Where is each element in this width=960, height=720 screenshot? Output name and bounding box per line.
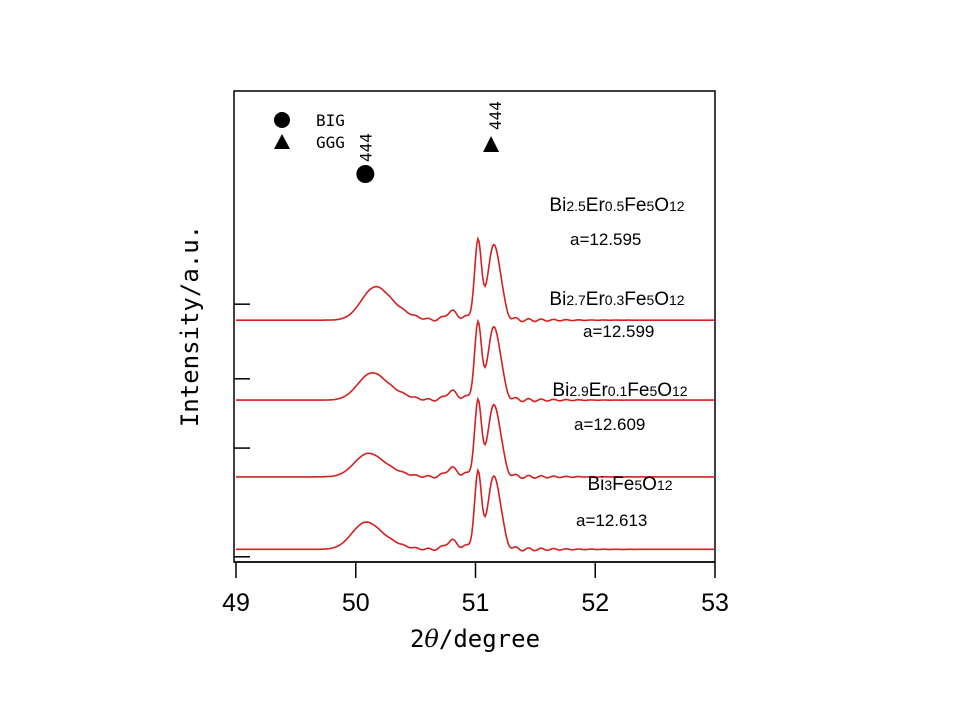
x-tick-label: 50 xyxy=(342,589,370,617)
composition-subscript: 2.9 xyxy=(569,383,589,399)
lattice-constant-label: a=12.609 xyxy=(574,415,645,434)
composition-subscript: 3 xyxy=(604,477,612,493)
lattice-constant-label: a=12.599 xyxy=(583,322,654,341)
x-tick-label: 53 xyxy=(701,589,729,617)
series-group xyxy=(236,236,715,552)
composition-label: Bi3Fe5O12 xyxy=(587,474,672,495)
series-line-4 xyxy=(236,467,715,552)
y-tick-marks xyxy=(234,303,250,558)
composition-element: Fe xyxy=(624,195,646,216)
composition-label: Bi2.7Er0.3Fe5O12 xyxy=(549,289,684,310)
composition-subscript: 0.5 xyxy=(605,198,625,214)
y-axis-title: Intensity/a.u. xyxy=(176,225,204,427)
composition-element: Er xyxy=(586,289,606,310)
legend-label: BIG xyxy=(316,111,345,130)
composition-subscript: 5 xyxy=(634,477,642,493)
peak-marker-triangle xyxy=(483,136,500,152)
composition-element: Bi xyxy=(552,380,569,401)
composition-subscript: 12 xyxy=(669,292,685,308)
x-axis-ticks: 49 50 51 52 53 xyxy=(222,562,729,617)
series-line-2 xyxy=(236,318,715,403)
composition-label: Bi2.5Er0.5Fe5O12 xyxy=(549,195,684,216)
series-line-3 xyxy=(236,396,715,480)
composition-element: O xyxy=(654,195,669,216)
legend-triangle-marker xyxy=(274,134,290,149)
composition-element: Fe xyxy=(612,474,634,495)
composition-label: Bi2.9Er0.1Fe5O12 xyxy=(552,380,687,401)
composition-element: Fe xyxy=(627,380,649,401)
series-line-1 xyxy=(236,236,715,323)
composition-subscript: 12 xyxy=(657,477,673,493)
composition-subscript: 5 xyxy=(649,383,657,399)
x-axis-title: 2θ/degree xyxy=(410,625,540,653)
composition-subscript: 5 xyxy=(646,198,654,214)
composition-element: Fe xyxy=(624,289,646,310)
composition-element: Er xyxy=(589,380,609,401)
composition-subscript: 0.3 xyxy=(605,292,625,308)
composition-subscript: 2.7 xyxy=(566,292,586,308)
x-tick-label: 51 xyxy=(462,589,490,617)
peak-label-big: 444 xyxy=(356,133,375,162)
peak-markers: 444 444 xyxy=(356,101,505,183)
x-tick-label: 52 xyxy=(581,589,609,617)
lattice-constant-label: a=12.613 xyxy=(576,511,647,530)
composition-subscript: 2.5 xyxy=(566,198,586,214)
composition-element: Er xyxy=(586,195,606,216)
legend: BIG GGG xyxy=(274,111,345,152)
composition-element: Bi xyxy=(549,195,566,216)
composition-subscript: 5 xyxy=(646,292,654,308)
x-tick-label: 49 xyxy=(222,589,250,617)
composition-element: O xyxy=(642,474,657,495)
composition-element: O xyxy=(654,289,669,310)
legend-circle-marker xyxy=(274,112,290,128)
lattice-constant-label: a=12.595 xyxy=(570,230,641,249)
composition-subscript: 12 xyxy=(672,383,688,399)
series-annotations: Bi2.5Er0.5Fe5O12a=12.595Bi2.7Er0.3Fe5O12… xyxy=(549,195,687,530)
composition-element: Bi xyxy=(587,474,604,495)
composition-element: O xyxy=(657,380,672,401)
peak-marker-circle xyxy=(356,165,375,183)
legend-label: GGG xyxy=(316,133,345,152)
composition-subscript: 0.1 xyxy=(608,383,628,399)
composition-element: Bi xyxy=(549,289,566,310)
composition-subscript: 12 xyxy=(669,198,685,214)
peak-label-ggg: 444 xyxy=(486,101,505,130)
